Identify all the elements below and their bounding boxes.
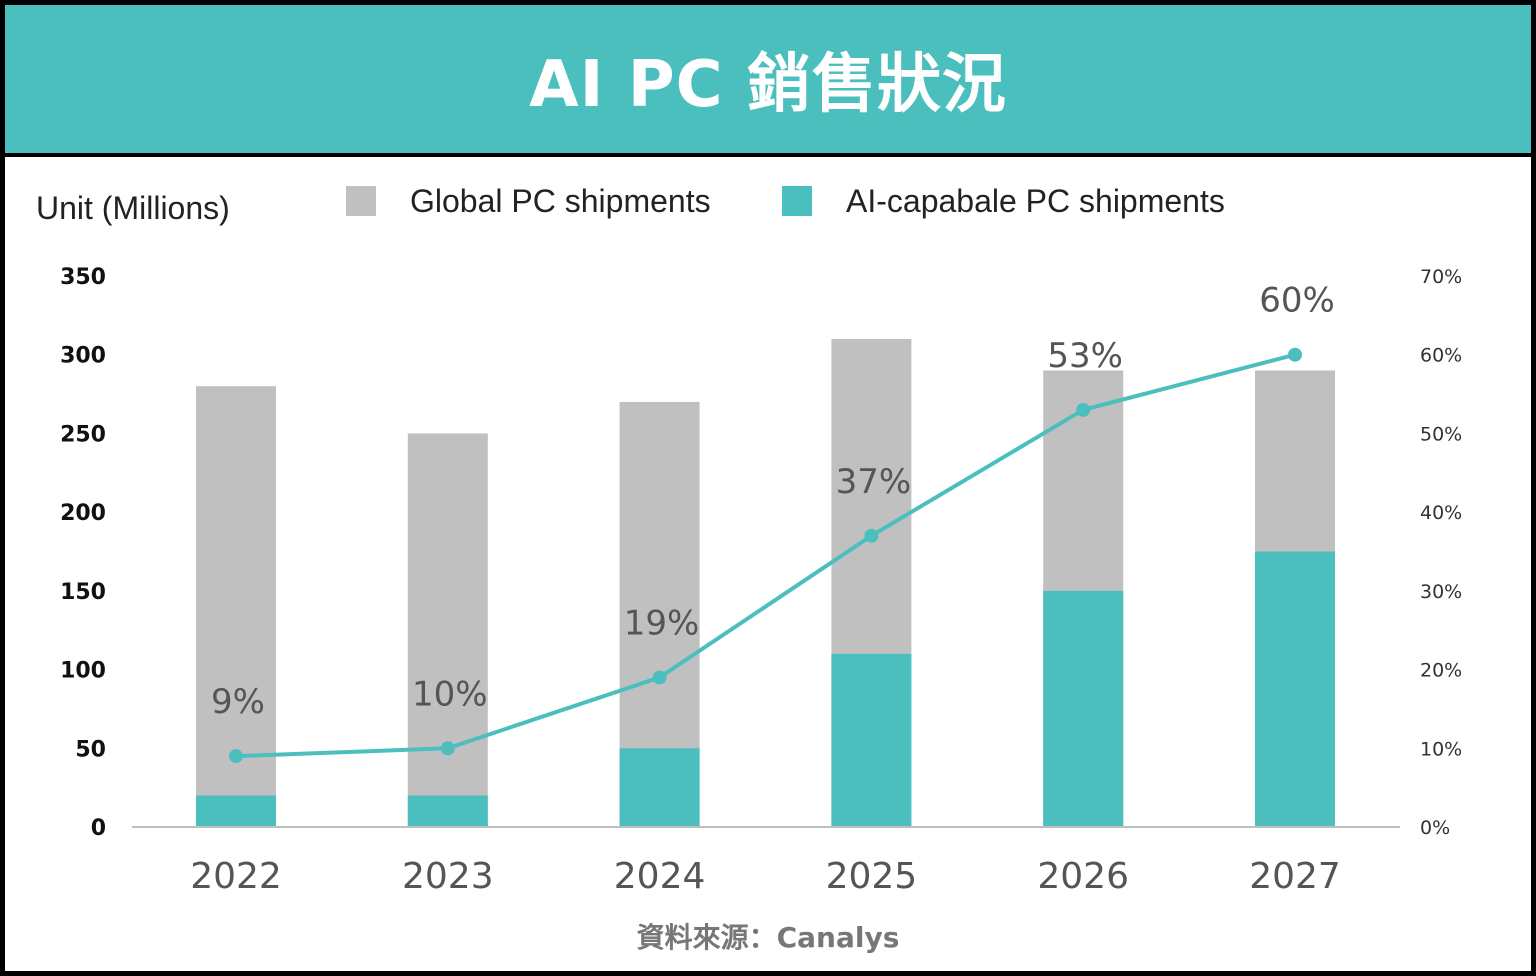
ai-share-label: 19% [624,603,700,643]
legend-swatch-global [346,186,376,216]
y-tick-label-right: 10% [1420,738,1462,760]
bar-ai-pc [1043,590,1124,827]
y-tick-label-right: 60% [1420,345,1462,367]
ai-share-point [440,741,455,756]
y-tick-label-right: 0% [1420,817,1450,839]
bar-global-pc [407,433,488,827]
bar-ai-pc [619,748,700,827]
y-tick-label-right: 40% [1420,502,1462,524]
y-tick-label-right: 20% [1420,660,1462,682]
ai-share-point [652,670,667,685]
ai-share-label: 9% [211,682,265,722]
ai-share-label: 53% [1047,336,1123,376]
y-tick-label-left: 350 [60,265,106,290]
title-banner: AI PC 銷售狀況 [5,5,1531,157]
bar-ai-pc [407,795,488,827]
y-tick-label-left: 100 [60,659,106,684]
x-tick-label: 2025 [826,856,918,897]
ai-share-label: 37% [836,462,912,502]
y-tick-label-right: 30% [1420,581,1462,603]
y-tick-label-left: 50 [75,737,106,762]
x-tick-label: 2026 [1037,856,1129,897]
legend-item-global: Global PC shipments [346,178,711,224]
bar-ai-pc [831,653,912,827]
page-title: AI PC 銷售狀況 [529,48,1007,122]
ai-share-label: 10% [412,674,488,714]
bar-ai-pc [196,795,276,827]
ai-share-label: 60% [1259,281,1335,321]
y-tick-label-left: 300 [60,344,106,369]
ai-share-line [235,352,1296,759]
ai-share-point [1076,402,1091,417]
y-tick-label-left: 200 [60,501,106,526]
x-tick-label: 2024 [614,856,706,897]
y-tick-label-left: 0 [91,816,106,841]
ai-share-point [229,749,243,764]
x-tick-label: 2022 [190,856,282,897]
bar-ai-pc [1255,551,1335,827]
y-tick-label-right: 70% [1420,266,1462,288]
legend-label-global: Global PC shipments [410,182,711,219]
source-note: 資料來源：Canalys [636,921,900,954]
x-tick-label: 2027 [1249,856,1341,897]
legend-item-ai: AI-capabale PC shipments [782,178,1225,224]
legend-label-ai: AI-capabale PC shipments [846,182,1225,219]
y-axis-title: Unit (Millions) [36,190,230,226]
ai-share-point [1288,347,1302,362]
y-tick-label-left: 150 [60,580,106,605]
y-tick-label-left: 250 [60,422,106,447]
x-tick-label: 2023 [402,856,494,897]
y-tick-label-right: 50% [1420,423,1462,445]
legend-swatch-ai [782,186,812,216]
ai-share-point [864,528,879,543]
